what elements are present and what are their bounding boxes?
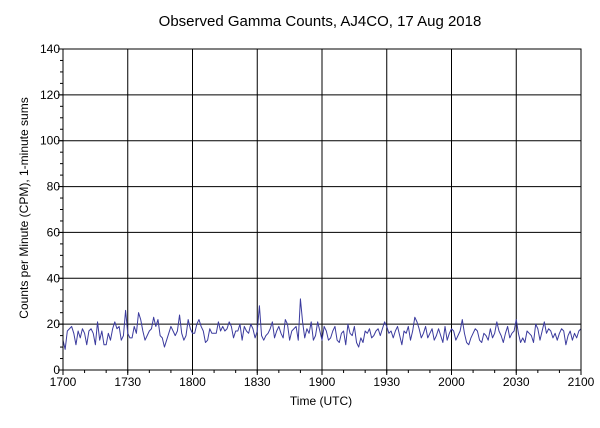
x-tick-label: 1930	[373, 375, 400, 389]
x-tick-label: 2030	[503, 375, 530, 389]
y-tick-label: 0	[53, 363, 60, 377]
x-tick-label: 1700	[50, 375, 77, 389]
series-line	[62, 298, 582, 350]
y-tick-label: 120	[40, 88, 60, 102]
x-axis-label: Time (UTC)	[290, 394, 352, 408]
plot-frame	[62, 48, 582, 371]
y-tick-label: 60	[47, 225, 61, 239]
x-tick-label: 1830	[244, 375, 271, 389]
y-tick-label: 80	[47, 180, 61, 194]
y-axis-label: Counts per Minute (CPM), 1-minute sums	[17, 97, 31, 318]
x-tick-label: 1800	[179, 375, 206, 389]
y-tick-label: 20	[47, 317, 61, 331]
x-tick-label: 1900	[309, 375, 336, 389]
y-tick-label: 40	[47, 271, 61, 285]
y-tick-label: 140	[40, 42, 60, 56]
chart-title: Observed Gamma Counts, AJ4CO, 17 Aug 201…	[159, 13, 482, 30]
y-tick-label: 100	[40, 134, 60, 148]
x-tick-label: 2100	[568, 375, 595, 389]
x-tick-label: 1730	[114, 375, 141, 389]
x-tick-label: 2000	[438, 375, 465, 389]
tick-layer: 1700 1730 1800 1830 1900 1930 2000 2030 2100 0 20 4…	[40, 42, 595, 389]
plot-layer	[62, 298, 582, 350]
